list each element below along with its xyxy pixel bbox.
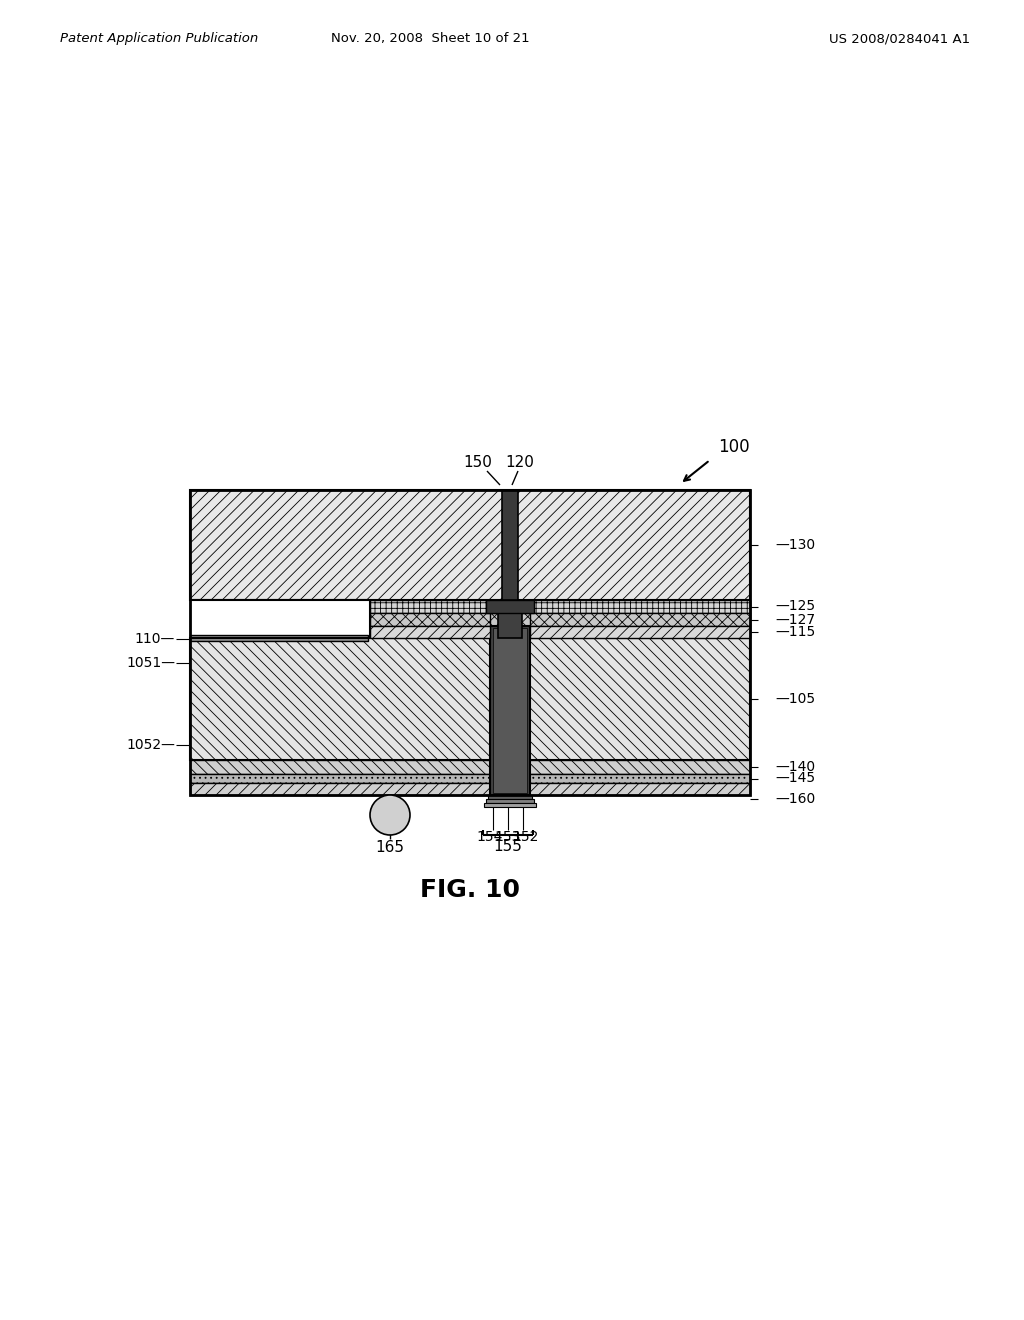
Text: 153: 153 [495, 830, 521, 843]
Bar [490, 626, 530, 795]
Bar [190, 601, 750, 612]
Text: 150: 150 [464, 455, 493, 470]
Text: —145: —145 [775, 771, 815, 785]
Bar [190, 490, 750, 795]
Text: —140: —140 [775, 760, 815, 774]
Bar [370, 601, 490, 612]
Bar [190, 635, 368, 642]
Text: 152: 152 [513, 830, 540, 843]
Bar [190, 601, 370, 638]
Bar [498, 612, 522, 638]
Text: 120: 120 [506, 455, 535, 470]
Text: —125: —125 [775, 599, 815, 614]
Text: 110—: 110— [135, 632, 175, 645]
Circle shape [370, 795, 410, 836]
Text: —160: —160 [775, 792, 815, 807]
Bar [190, 783, 750, 795]
Bar [190, 626, 750, 638]
Bar [530, 601, 750, 612]
Text: 100: 100 [718, 438, 750, 455]
Bar [190, 774, 750, 783]
Bar [190, 490, 750, 601]
Text: 165: 165 [376, 840, 404, 855]
Text: —105: —105 [775, 692, 815, 706]
Text: 154: 154 [477, 830, 503, 843]
Text: 1052—: 1052— [126, 738, 175, 752]
Bar [502, 490, 518, 601]
Bar [190, 638, 750, 760]
Bar [486, 799, 534, 803]
Bar [484, 803, 536, 807]
Text: 1051—: 1051— [126, 656, 175, 671]
Text: —127: —127 [775, 612, 815, 627]
Text: Nov. 20, 2008  Sheet 10 of 21: Nov. 20, 2008 Sheet 10 of 21 [331, 32, 529, 45]
Text: Patent Application Publication: Patent Application Publication [60, 32, 258, 45]
Bar [488, 795, 532, 799]
Bar [370, 612, 490, 626]
Bar [530, 626, 750, 638]
Bar [190, 760, 750, 774]
Text: —130: —130 [775, 539, 815, 552]
Bar [493, 628, 527, 793]
Text: —115: —115 [775, 624, 815, 639]
Text: FIG. 10: FIG. 10 [420, 878, 520, 902]
Bar [370, 626, 490, 638]
Text: US 2008/0284041 A1: US 2008/0284041 A1 [828, 32, 970, 45]
Text: 155: 155 [494, 840, 522, 854]
Bar [486, 601, 534, 612]
Bar [190, 612, 750, 626]
Bar [530, 612, 750, 626]
